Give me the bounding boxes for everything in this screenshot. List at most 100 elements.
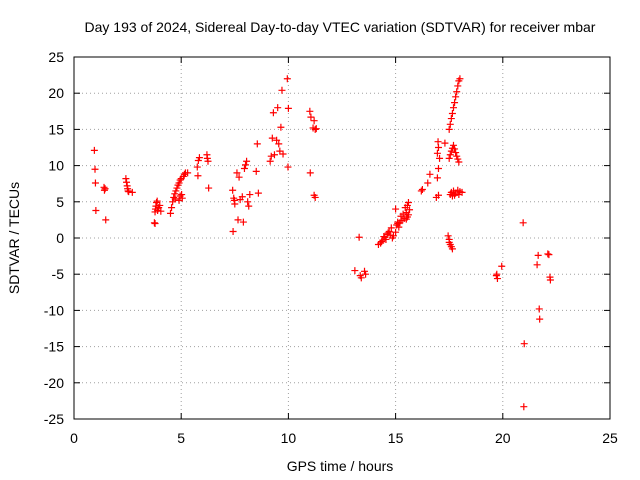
x-tick-label: 20 xyxy=(495,430,511,446)
data-point xyxy=(455,191,463,199)
data-point xyxy=(122,175,130,183)
data-point xyxy=(176,192,184,200)
data-point xyxy=(544,250,552,258)
data-point xyxy=(533,261,541,269)
data-point xyxy=(205,184,213,192)
data-point xyxy=(434,191,442,199)
data-point xyxy=(403,213,411,221)
data-point xyxy=(434,164,442,172)
data-point xyxy=(269,109,277,117)
data-point xyxy=(387,224,395,232)
data-point xyxy=(231,200,239,208)
data-point xyxy=(270,151,278,159)
data-point xyxy=(433,174,441,182)
data-point xyxy=(92,206,100,214)
data-point xyxy=(417,187,425,195)
data-point xyxy=(449,104,457,112)
data-point xyxy=(312,125,320,133)
x-tick-label: 15 xyxy=(388,430,404,446)
data-point xyxy=(277,123,285,131)
data-point xyxy=(406,206,414,214)
data-point xyxy=(151,220,159,228)
data-point xyxy=(385,227,393,235)
data-point xyxy=(448,109,456,117)
data-point xyxy=(284,163,292,171)
data-point xyxy=(268,134,276,142)
data-point xyxy=(519,219,527,227)
data-point xyxy=(362,270,370,278)
data-point xyxy=(176,176,184,184)
data-point xyxy=(168,204,176,212)
data-point xyxy=(178,191,186,199)
data-point xyxy=(229,227,237,235)
x-tick-label: 25 xyxy=(602,430,618,446)
y-tick-label: 20 xyxy=(48,85,64,101)
data-point xyxy=(235,173,243,181)
data-point xyxy=(239,218,247,226)
data-point xyxy=(436,154,444,162)
data-point xyxy=(254,189,262,197)
data-point xyxy=(240,164,248,172)
data-point xyxy=(386,231,394,239)
data-point xyxy=(394,218,402,226)
data-point xyxy=(445,125,453,133)
data-point xyxy=(451,191,459,199)
data-point xyxy=(445,154,453,162)
data-point xyxy=(310,117,318,125)
data-point xyxy=(193,163,201,171)
data-point xyxy=(273,136,281,144)
data-point xyxy=(90,146,98,154)
data-point xyxy=(311,193,319,201)
data-point xyxy=(266,157,274,165)
y-tick-label: 5 xyxy=(56,194,64,210)
data-point xyxy=(454,82,462,90)
data-point xyxy=(246,191,254,199)
data-point xyxy=(434,138,442,146)
data-point xyxy=(156,201,164,209)
x-tick-label: 0 xyxy=(70,430,78,446)
data-point xyxy=(100,186,108,194)
data-point xyxy=(275,140,283,148)
y-tick-label: -20 xyxy=(44,375,64,391)
data-point xyxy=(204,157,212,165)
data-point xyxy=(157,207,165,215)
data-point xyxy=(128,188,136,196)
data-point xyxy=(307,113,315,121)
data-point xyxy=(194,172,202,180)
data-point xyxy=(274,104,282,112)
data-point xyxy=(278,86,286,94)
data-point xyxy=(150,219,158,227)
x-tick-label: 5 xyxy=(177,430,185,446)
data-point xyxy=(153,197,161,205)
data-point xyxy=(401,204,409,212)
data-point xyxy=(451,145,459,153)
data-point xyxy=(455,158,463,166)
data-point xyxy=(242,161,250,169)
data-point xyxy=(536,315,544,323)
data-point xyxy=(448,245,456,253)
data-point xyxy=(170,193,178,201)
data-point xyxy=(452,149,460,157)
data-point xyxy=(166,209,174,217)
data-point xyxy=(395,223,403,231)
data-point xyxy=(306,169,314,177)
data-point xyxy=(91,179,99,187)
data-point xyxy=(545,251,553,259)
data-point xyxy=(520,340,528,348)
data-point xyxy=(124,187,132,195)
data-point xyxy=(382,235,390,243)
data-point xyxy=(243,157,251,165)
data-point xyxy=(447,115,455,123)
data-point xyxy=(535,305,543,313)
data-point xyxy=(238,193,246,201)
data-point xyxy=(351,267,359,275)
y-tick-label: -5 xyxy=(52,266,65,282)
data-point xyxy=(91,165,99,173)
data-point xyxy=(229,186,237,194)
x-axis-label: GPS time / hours xyxy=(287,458,394,474)
data-point xyxy=(125,188,133,196)
data-point xyxy=(180,170,188,178)
data-point xyxy=(392,205,400,213)
y-tick-label: -10 xyxy=(44,302,64,318)
y-tick-label: 10 xyxy=(48,158,64,174)
